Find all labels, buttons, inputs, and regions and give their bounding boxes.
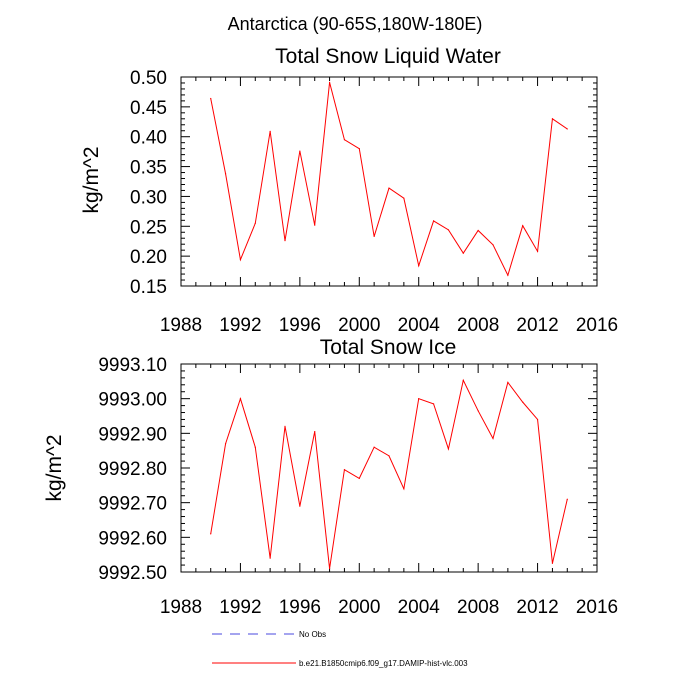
y-tick-label: 0.35: [130, 158, 167, 179]
data-point: [566, 128, 568, 130]
figure-title: Antarctica (90-65S,180W-180E): [228, 14, 483, 34]
data-point: [418, 265, 420, 267]
panel-snow-liquid-water: Total Snow Liquid Water kg/m^2 1988 1992 1…: [80, 45, 618, 336]
data-point: [551, 562, 554, 564]
data-point: [210, 533, 212, 535]
data-point: [254, 222, 256, 224]
data-point: [566, 498, 568, 500]
x-tick-label: 1996: [279, 597, 321, 618]
x-tick-label: 2016: [576, 315, 618, 336]
data-point: [432, 220, 435, 222]
x-tick-label: 1992: [219, 597, 261, 618]
panel-title: Total Snow Liquid Water: [275, 45, 501, 68]
data-point: [299, 505, 301, 507]
data-point: [536, 418, 539, 421]
data-point: [522, 225, 524, 227]
x-tick-label: 1992: [219, 315, 261, 336]
data-point: [492, 437, 494, 440]
y-tick-label: 9992.90: [98, 424, 167, 445]
data-point: [314, 224, 316, 226]
y-tick-label: 0.30: [130, 187, 167, 208]
data-point: [239, 259, 242, 261]
x-tick-label: 2008: [457, 315, 499, 336]
x-tick-label: 2016: [576, 597, 618, 618]
data-point: [299, 150, 301, 152]
data-point: [358, 477, 360, 479]
x-tick-label: 2004: [398, 597, 441, 618]
x-tick-label: 2008: [457, 597, 499, 618]
data-point: [254, 446, 256, 448]
data-point: [418, 398, 420, 400]
y-axis-label: kg/m^2: [43, 434, 66, 501]
y-tick-label: 9993.00: [98, 390, 167, 411]
data-point: [388, 455, 390, 457]
data-point: [447, 229, 450, 231]
data-point: [403, 197, 405, 199]
y-tick-label: 0.45: [130, 98, 167, 119]
y-tick-label: 0.25: [130, 217, 167, 238]
x-tick-label: 1996: [279, 315, 321, 336]
data-point: [507, 274, 509, 276]
plot-frame: [180, 76, 598, 287]
panel-snow-ice: Total Snow Ice kg/m^2 1988 1992 1996 2000 20…: [43, 336, 618, 618]
data-point: [239, 398, 242, 400]
data-point: [284, 240, 286, 242]
data-point: [432, 403, 435, 405]
y-tick-label: 9992.70: [98, 494, 167, 515]
y-tick-label: 9992.60: [98, 528, 167, 549]
data-point: [462, 379, 464, 381]
x-tick-label: 2000: [338, 315, 380, 336]
data-point: [388, 187, 390, 189]
data-point: [343, 469, 346, 471]
legend-label-no-obs: No Obs: [299, 630, 326, 639]
y-tick-label: 9992.50: [98, 563, 167, 584]
x-tick-label: 1988: [160, 315, 202, 336]
data-point: [492, 244, 494, 246]
x-tick-label: 1988: [160, 597, 202, 618]
y-tick-label: 0.20: [130, 247, 167, 268]
legend-label-model-run: b.e21.B1850cmip6.f09_g17.DAMIP-hist-vlc.…: [299, 659, 468, 668]
data-point: [328, 81, 331, 83]
data-point: [403, 488, 405, 490]
data-point: [522, 401, 524, 403]
data-point: [284, 425, 286, 427]
data-point: [343, 139, 346, 141]
data-point: [314, 431, 316, 433]
y-tick-label: 0.40: [130, 128, 167, 149]
panel-title: Total Snow Ice: [320, 336, 457, 359]
data-point: [462, 252, 464, 254]
data-point: [269, 130, 271, 132]
data-point: [328, 567, 331, 570]
y-tick-label: 9992.80: [98, 459, 167, 480]
data-point: [224, 443, 227, 445]
data-point: [477, 229, 479, 232]
plot-frame: [180, 363, 598, 573]
x-tick-label: 2012: [516, 315, 558, 336]
y-tick-label: 0.15: [130, 277, 167, 298]
data-point: [373, 235, 375, 238]
data-point: [477, 410, 479, 412]
data-point: [551, 118, 554, 120]
data-point: [507, 381, 509, 383]
data-point: [373, 446, 375, 448]
x-tick-label: 2012: [516, 597, 558, 618]
data-point: [358, 148, 360, 150]
data-point: [224, 173, 227, 175]
data-point: [269, 557, 271, 559]
data-point: [536, 250, 539, 252]
legend: No Obs b.e21.B1850cmip6.f09_g17.DAMIP-hi…: [212, 630, 468, 668]
series-line: [210, 378, 568, 569]
x-tick-label: 2004: [398, 315, 441, 336]
series-line: [210, 82, 568, 277]
y-axis-label: kg/m^2: [80, 146, 103, 213]
data-point: [447, 448, 450, 450]
data-point: [210, 97, 212, 100]
y-tick-label: 0.50: [130, 68, 167, 89]
y-tick-label: 9993.10: [98, 355, 167, 376]
x-tick-label: 2000: [338, 597, 380, 618]
